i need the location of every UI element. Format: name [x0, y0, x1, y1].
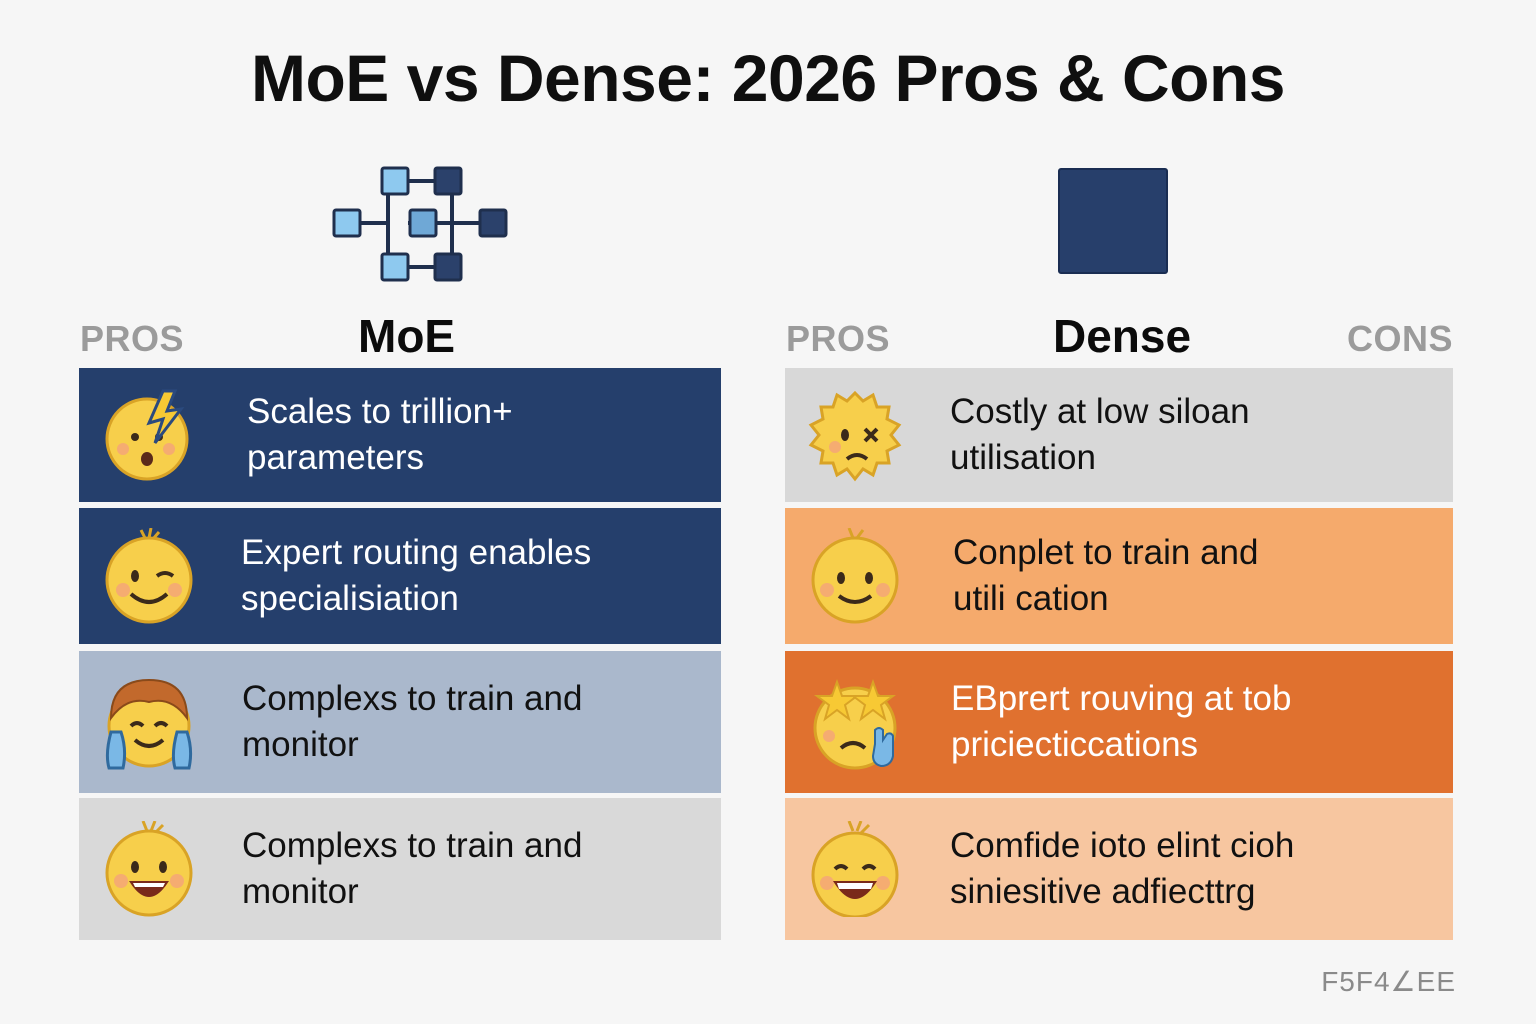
- solid-block-icon: [1058, 168, 1168, 274]
- right-cons-label: CONS: [1347, 318, 1454, 359]
- moe-row-text: Scales to trillion+ parameters: [247, 392, 513, 477]
- dense-row: EBprert rouving at tob priciecticcations: [785, 651, 1453, 793]
- moe-column-title: MoE: [358, 310, 456, 362]
- dense-row-text: EBprert rouving at tob priciecticcations: [951, 679, 1292, 764]
- crying-face-icon: [105, 678, 193, 770]
- footer-code: F5F4∠EE: [1321, 966, 1456, 997]
- right-pros-label: PROS: [786, 318, 891, 359]
- dense-column-title: Dense: [1053, 310, 1192, 362]
- starry-eyed-face-icon: [813, 679, 897, 770]
- dense-row: Conplet to train and utili cation: [785, 508, 1453, 644]
- laughing-face-icon: [811, 821, 899, 917]
- dense-row: Comfide ioto elint cioh siniesitive adfi…: [785, 798, 1453, 940]
- moe-row-text: Complexs to train and monitor: [242, 826, 583, 911]
- winking-face-icon: [105, 528, 193, 624]
- page-title: MoE vs Dense: 2026 Pros & Cons: [250, 41, 1286, 115]
- dense-row-text: Conplet to train and utili cation: [953, 533, 1259, 618]
- dense-row-text: Comfide ioto elint cioh siniesitive adfi…: [950, 826, 1295, 911]
- network-nodes-icon: [332, 166, 508, 282]
- smiling-face-icon: [811, 528, 899, 624]
- moe-row-text: Expert routing enables specialisiation: [241, 533, 592, 618]
- moe-row: Complexs to train and monitor: [79, 798, 721, 940]
- moe-row: Expert routing enables specialisiation: [79, 508, 721, 644]
- dense-row: Costly at low siloan utilisation: [785, 368, 1453, 502]
- dense-row-text: Costly at low siloan utilisation: [950, 392, 1250, 477]
- frazzled-face-icon: [808, 390, 902, 482]
- moe-row: Complexs to train and monitor: [79, 651, 721, 793]
- left-pros-label: PROS: [80, 318, 185, 359]
- moe-row: Scales to trillion+ parameters: [79, 368, 721, 502]
- moe-row-text: Complexs to train and monitor: [242, 679, 583, 764]
- lightning-face-icon: [105, 389, 189, 481]
- grinning-face-icon: [105, 821, 193, 917]
